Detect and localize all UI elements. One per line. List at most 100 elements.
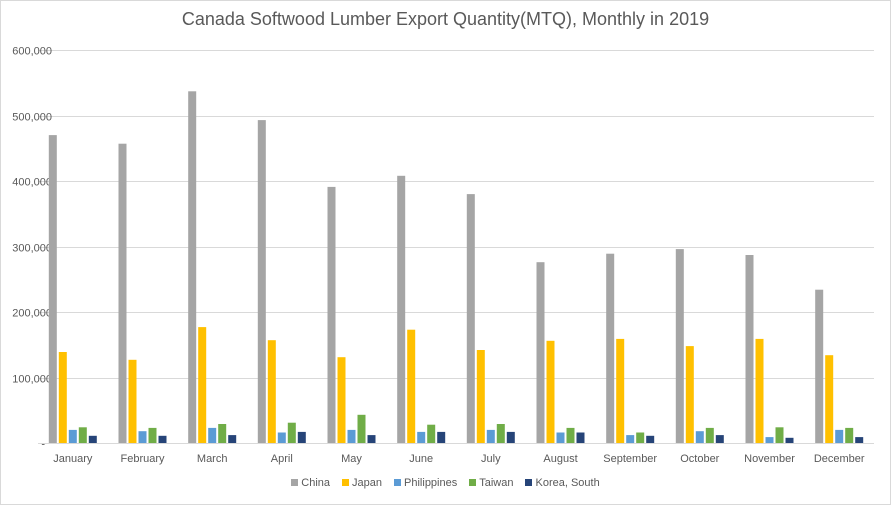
bar-japan-june: [407, 329, 416, 443]
bar-japan-february: [128, 359, 137, 443]
bar-china-april: [257, 120, 266, 443]
bar-taiwan-march: [218, 424, 227, 443]
bar-china-october: [675, 249, 684, 443]
legend-label: Taiwan: [479, 477, 514, 489]
bar-philippines-june: [417, 431, 426, 443]
x-tick-label: April: [271, 453, 293, 465]
bar-korea-south-november: [785, 437, 794, 443]
bar-philippines-march: [208, 427, 217, 443]
bar-taiwan-june: [427, 424, 436, 443]
y-tick-label: 500,000: [12, 112, 52, 124]
bar-korea-south-june: [437, 431, 446, 443]
bar-china-september: [606, 253, 615, 443]
bar-korea-south-july: [506, 431, 515, 443]
y-tick-label: -: [41, 439, 45, 451]
bar-taiwan-january: [78, 427, 87, 443]
bars: [48, 91, 864, 444]
x-tick-label: December: [814, 453, 865, 465]
bar-japan-october: [685, 346, 694, 443]
bar-korea-south-may: [367, 435, 376, 443]
legend-swatch: [525, 479, 533, 486]
legend-label: Japan: [352, 477, 383, 489]
x-tick-label: June: [409, 453, 433, 465]
x-axis-ticks: January February March April May June July Augu…: [53, 453, 865, 465]
chart-title: Canada Softwood Lumber Export Quantity(M…: [181, 9, 710, 29]
x-tick-label: September: [603, 453, 657, 465]
bar-philippines-april: [277, 432, 286, 443]
legend-item: Philippines: [394, 477, 457, 489]
bar-korea-south-august: [576, 432, 585, 443]
bar-korea-south-february: [158, 435, 167, 443]
bar-taiwan-august: [566, 427, 575, 443]
bar-philippines-february: [138, 431, 147, 443]
legend-item: Taiwan: [469, 477, 513, 489]
legend-label: Korea, South: [535, 477, 600, 489]
bar-korea-south-april: [297, 431, 306, 443]
bar-taiwan-april: [287, 422, 296, 443]
bar-china-february: [118, 143, 127, 443]
legend-item: Korea, South: [525, 477, 600, 489]
legend-swatch: [394, 479, 402, 486]
bar-china-june: [397, 175, 406, 444]
legend-label: China: [301, 477, 331, 489]
bar-japan-august: [546, 340, 555, 443]
legend-item: China: [291, 477, 330, 489]
legend: China Japan Philippines Taiwan Korea, South: [0, 477, 891, 489]
legend-swatch: [291, 479, 299, 486]
bar-korea-south-december: [855, 437, 864, 443]
bar-philippines-july: [486, 429, 495, 443]
bar-philippines-november: [765, 437, 774, 443]
bar-china-january: [48, 135, 57, 443]
y-tick-label: 600,000: [12, 46, 52, 58]
bar-japan-january: [58, 352, 67, 443]
bar-japan-may: [337, 357, 346, 443]
x-tick-label: November: [744, 453, 795, 465]
bar-china-july: [466, 194, 475, 443]
bar-korea-south-september: [646, 435, 655, 443]
bar-china-december: [815, 289, 824, 443]
bar-taiwan-may: [357, 414, 366, 443]
bar-japan-july: [476, 350, 485, 443]
bar-philippines-january: [68, 429, 77, 443]
x-tick-label: January: [53, 453, 93, 465]
y-tick-label: 400,000: [12, 177, 52, 189]
legend-swatch: [342, 479, 350, 486]
bar-philippines-august: [556, 432, 565, 443]
x-tick-label: October: [680, 453, 719, 465]
y-tick-label: 200,000: [12, 308, 52, 320]
bar-china-may: [327, 186, 336, 443]
bar-taiwan-july: [496, 424, 505, 443]
bar-japan-december: [825, 355, 834, 443]
bar-korea-south-march: [228, 435, 237, 443]
legend-item: Japan: [342, 477, 382, 489]
bar-korea-south-january: [88, 435, 97, 443]
x-tick-label: July: [481, 453, 501, 465]
bar-japan-september: [616, 338, 625, 443]
x-tick-label: May: [341, 453, 362, 465]
bar-taiwan-november: [775, 427, 784, 443]
x-tick-label: February: [120, 453, 165, 465]
bar-japan-november: [755, 338, 764, 443]
bar-japan-march: [198, 327, 207, 443]
bar-philippines-september: [626, 435, 635, 443]
bar-china-march: [188, 91, 197, 444]
bar-taiwan-october: [705, 427, 714, 443]
bar-philippines-december: [835, 429, 844, 443]
y-tick-label: 100,000: [12, 374, 52, 386]
legend-label: Philippines: [404, 477, 458, 489]
bar-taiwan-december: [845, 427, 854, 443]
legend-swatch: [469, 479, 477, 486]
bar-taiwan-september: [636, 432, 645, 443]
gridlines: [38, 50, 874, 444]
bar-philippines-october: [695, 431, 704, 443]
bar-philippines-may: [347, 429, 356, 443]
bar-china-november: [745, 255, 754, 443]
x-tick-label: March: [197, 453, 228, 465]
y-axis-ticks: - 100,000 200,000 300,000 400,000 500,000 600,…: [12, 46, 52, 451]
bar-taiwan-february: [148, 427, 157, 443]
bar-japan-april: [267, 340, 276, 443]
bar-china-august: [536, 262, 545, 443]
y-tick-label: 300,000: [12, 243, 52, 255]
